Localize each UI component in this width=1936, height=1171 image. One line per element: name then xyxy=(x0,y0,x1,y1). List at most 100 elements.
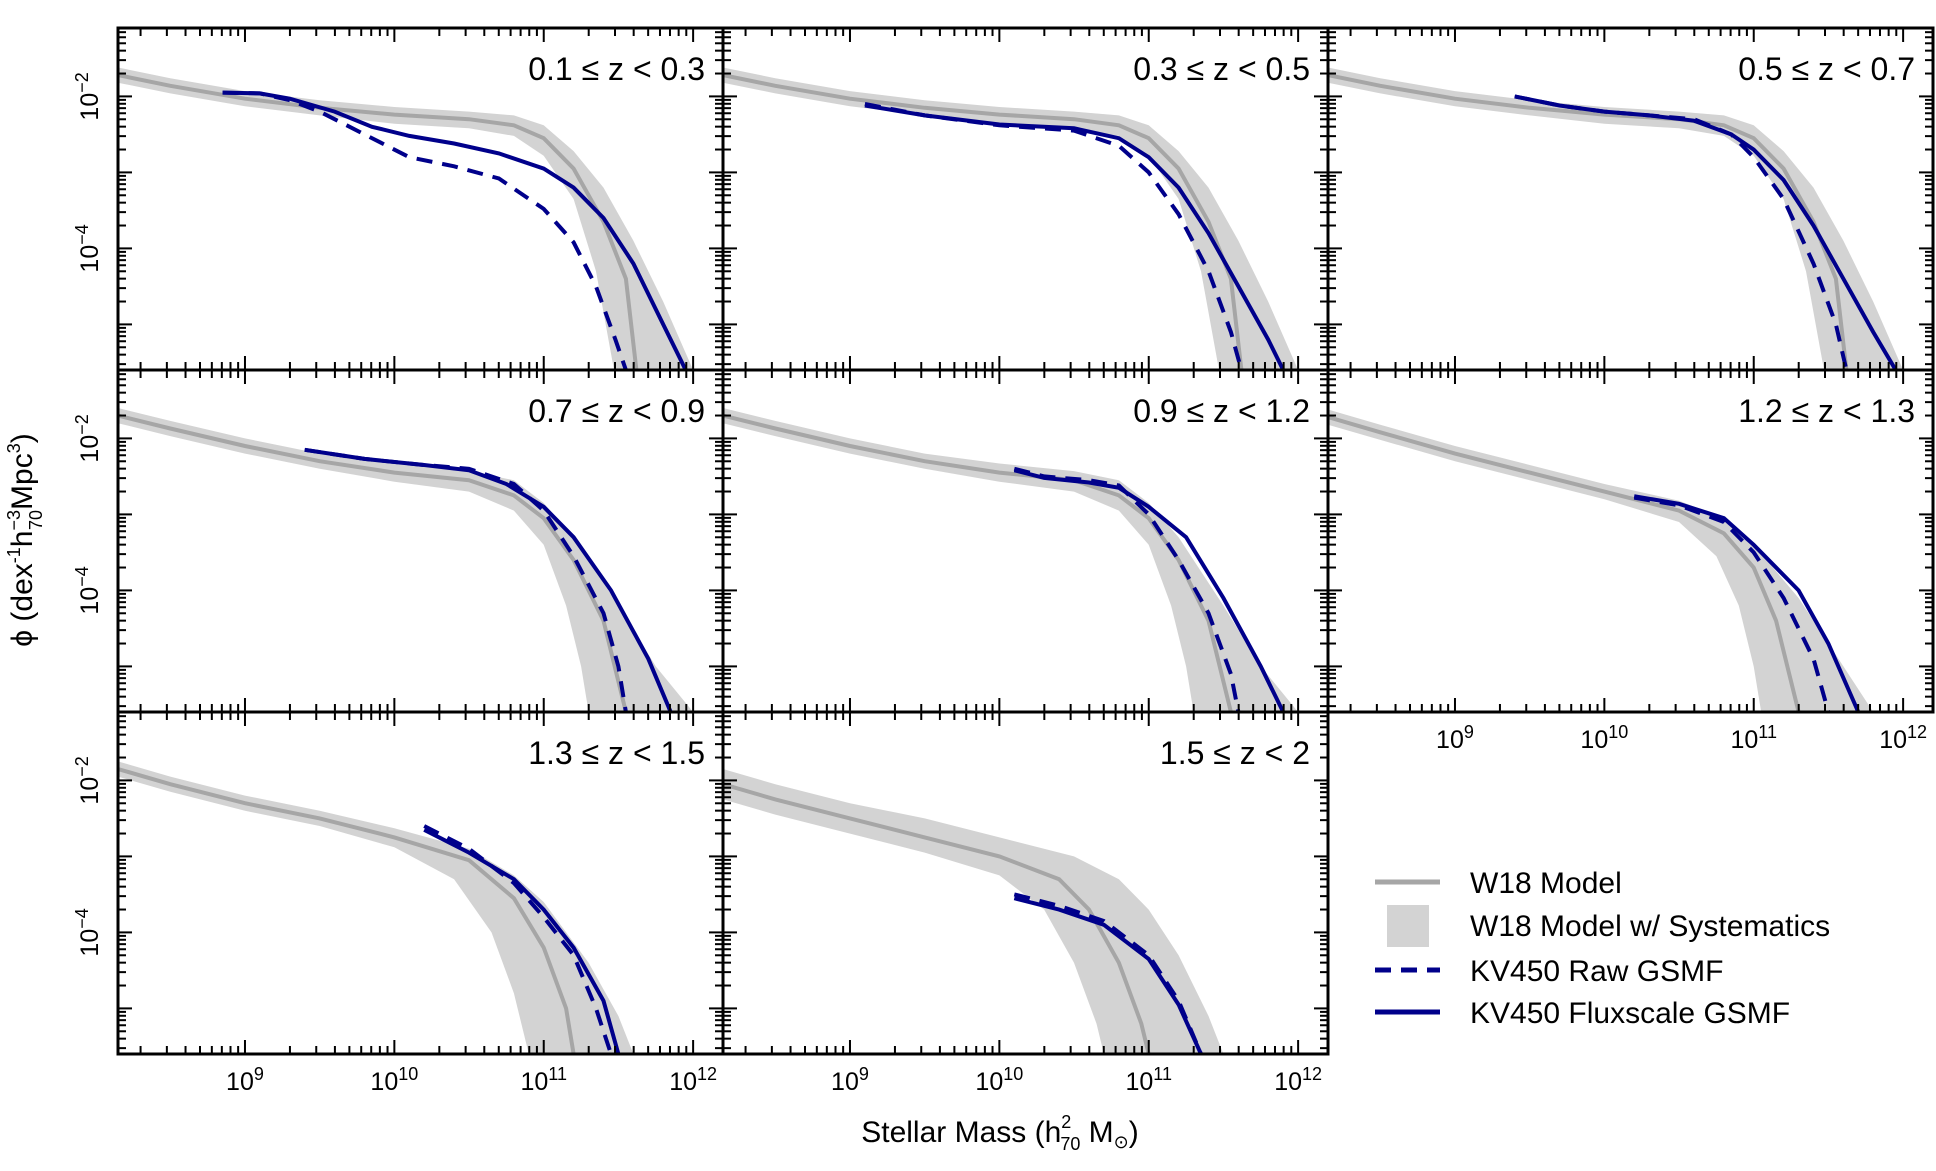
panel-redshift-label: 1.3 ≤ z < 1.5 xyxy=(528,735,705,771)
kv450-raw-line xyxy=(222,90,628,370)
legend-entry-model: W18 Model xyxy=(1375,867,1622,900)
x-title-unit: M xyxy=(1080,1116,1113,1149)
y-tick-label: 10−2 xyxy=(72,756,104,804)
systematics-band xyxy=(723,408,1299,712)
systematics-band xyxy=(1328,409,1874,712)
panel-plot-area xyxy=(1328,409,1874,712)
kv450-fluxscale-line xyxy=(864,103,1285,370)
x-tick-label: 1010 xyxy=(1580,722,1628,754)
y-tick-label-text: 10−4 xyxy=(72,566,104,614)
systematics-band xyxy=(723,67,1299,370)
y-title-h: h xyxy=(6,531,39,548)
x-title-close: ) xyxy=(1129,1116,1139,1149)
legend-label-band: W18 Model w/ Systematics xyxy=(1470,910,1830,943)
x-title-main: Stellar Mass (h xyxy=(861,1116,1061,1149)
w18-model-line xyxy=(723,782,1151,1054)
y-tick-label: 10−2 xyxy=(72,414,104,462)
x-axis-title: Stellar Mass (h2 70 M⊙) xyxy=(861,1112,1139,1154)
y-title-exp3: 3 xyxy=(4,443,24,453)
panel-7: 1.3 ≤ z < 1.5 10−2 10−4 109 1010 1011 1012 xyxy=(72,710,725,1096)
kv450-fluxscale-line xyxy=(423,828,621,1054)
y-title-close: ) xyxy=(6,433,39,443)
legend-swatch-band xyxy=(1387,905,1429,947)
kv450-fluxscale-line xyxy=(1633,494,1861,712)
kv450-fluxscale-line xyxy=(1013,896,1203,1054)
panel-redshift-label: 0.7 ≤ z < 0.9 xyxy=(528,393,705,429)
x-tick-label: 109 xyxy=(226,1064,264,1096)
y-title-open: (dex xyxy=(6,563,39,630)
x-axis-title-text: Stellar Mass (h2 70 M⊙) xyxy=(861,1112,1139,1154)
x-tick-label: 109 xyxy=(831,1064,869,1096)
y-title-exp2: −3 xyxy=(4,510,24,531)
x-tick-label: 1012 xyxy=(1274,1064,1322,1096)
w18-model-line xyxy=(1328,415,1801,712)
kv450-raw-line xyxy=(864,102,1244,370)
legend-label-raw: KV450 Raw GSMF xyxy=(1470,955,1723,988)
panel-frame xyxy=(721,710,1330,1056)
panel-1: 0.1 ≤ z < 0.3 10−2 10−4 xyxy=(72,26,725,372)
x-tick-label: 1011 xyxy=(1730,722,1777,754)
y-tick-label-text: 10−4 xyxy=(72,908,104,956)
y-tick-label-text: 10−2 xyxy=(72,72,104,120)
y-tick-label: 10−4 xyxy=(72,224,104,272)
x-tick-label: 1012 xyxy=(669,1064,717,1096)
legend: W18 Model W18 Model w/ Systematics KV450… xyxy=(1375,867,1830,1030)
panel-redshift-label: 0.9 ≤ z < 1.2 xyxy=(1133,393,1310,429)
y-axis-title-text: ϕ (dex-1h−3 70Mpc3) xyxy=(4,433,46,646)
legend-entry-flux: KV450 Fluxscale GSMF xyxy=(1375,997,1790,1030)
y-tick-label: 10−4 xyxy=(72,566,104,614)
systematics-band xyxy=(118,67,694,370)
kv450-fluxscale-line xyxy=(1514,94,1898,370)
panel-plot-area xyxy=(1328,67,1904,370)
y-title-exp1: -1 xyxy=(4,547,24,563)
legend-entry-raw: KV450 Raw GSMF xyxy=(1375,955,1723,988)
panel-4: 0.7 ≤ z < 0.9 10−2 10−4 xyxy=(72,368,725,714)
legend-label-flux: KV450 Fluxscale GSMF xyxy=(1470,997,1790,1030)
w18-model-line xyxy=(118,73,639,370)
panels-layer: 0.1 ≤ z < 0.3 10−2 10−4 0.3 ≤ z < 0.5 0.5 ≤ … xyxy=(72,26,1935,1096)
panel-redshift-label: 0.3 ≤ z < 0.5 xyxy=(1133,51,1310,87)
panel-redshift-label: 0.5 ≤ z < 0.7 xyxy=(1738,51,1915,87)
y-tick-label: 10−4 xyxy=(72,908,104,956)
panel-frame xyxy=(1326,368,1935,714)
kv450-fluxscale-line xyxy=(1013,468,1285,712)
y-title-mpc: Mpc xyxy=(6,453,39,510)
panel-plot-area xyxy=(723,408,1299,712)
panel-plot-area xyxy=(723,67,1299,370)
legend-label-model: W18 Model xyxy=(1470,867,1622,900)
panel-8: 1.5 ≤ z < 2 109 1010 1011 1012 xyxy=(721,710,1330,1096)
panel-redshift-label: 1.2 ≤ z < 1.3 xyxy=(1738,393,1915,429)
systematics-band xyxy=(723,769,1224,1054)
x-tick-label: 1011 xyxy=(1125,1064,1172,1096)
x-tick-label: 1010 xyxy=(370,1064,418,1096)
kv450-fluxscale-line xyxy=(304,447,673,712)
y-tick-label-text: 10−4 xyxy=(72,224,104,272)
panel-2: 0.3 ≤ z < 0.5 xyxy=(721,26,1330,372)
panel-3: 0.5 ≤ z < 0.7 xyxy=(1326,26,1935,372)
x-tick-label: 1010 xyxy=(975,1064,1023,1096)
y-tick-label-text: 10−2 xyxy=(72,414,104,462)
w18-model-line xyxy=(723,413,1233,712)
y-axis-title: ϕ (dex-1h−3 70Mpc3) xyxy=(4,433,46,646)
y-title-sub: 70 xyxy=(26,510,46,530)
w18-model-line xyxy=(118,767,576,1054)
panel-redshift-label: 1.5 ≤ z < 2 xyxy=(1160,735,1310,771)
w18-model-line xyxy=(723,73,1244,370)
x-tick-label: 1011 xyxy=(520,1064,567,1096)
y-title-phi: ϕ xyxy=(6,630,39,647)
y-tick-label: 10−2 xyxy=(72,72,104,120)
panel-6: 1.2 ≤ z < 1.3 109 1010 1011 1012 xyxy=(1326,368,1935,754)
y-tick-label-text: 10−2 xyxy=(72,756,104,804)
panel-plot-area xyxy=(118,761,634,1054)
panel-plot-area xyxy=(118,408,694,712)
legend-entry-band: W18 Model w/ Systematics xyxy=(1387,905,1830,947)
x-tick-label: 109 xyxy=(1436,722,1474,754)
systematics-band xyxy=(118,761,634,1054)
x-title-sup: 2 xyxy=(1061,1112,1071,1132)
panel-plot-area xyxy=(118,67,694,370)
kv450-raw-line xyxy=(1633,495,1831,712)
panel-5: 0.9 ≤ z < 1.2 xyxy=(721,368,1330,714)
panel-redshift-label: 0.1 ≤ z < 0.3 xyxy=(528,51,705,87)
